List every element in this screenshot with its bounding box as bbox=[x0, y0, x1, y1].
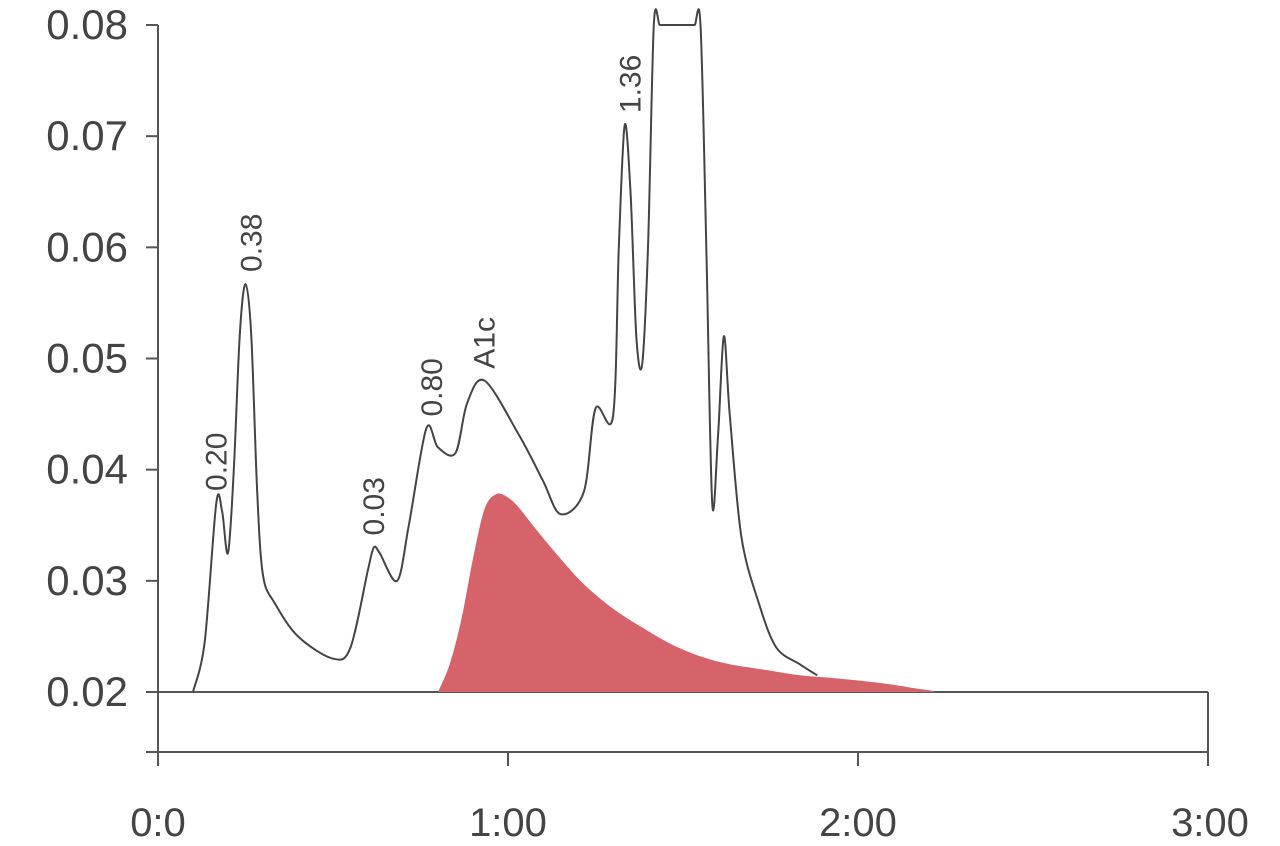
chromatogram-trace bbox=[192, 8, 818, 693]
y-axis: 0.08 0.07 0.06 0.05 0.04 0.03 0.02 bbox=[46, 1, 159, 753]
peak-label: 0.20 bbox=[200, 433, 233, 491]
peak-label: A1c bbox=[469, 317, 502, 369]
y-tick-label: 0.04 bbox=[46, 446, 128, 493]
peak-label: 0.38 bbox=[235, 214, 268, 272]
x-tick-label: 0:0 bbox=[130, 801, 186, 845]
x-tick-label: 2:00 bbox=[819, 801, 897, 845]
x-axis: 0:0 1:00 2:00 3:00 bbox=[130, 691, 1249, 845]
a1c-filled-area bbox=[438, 493, 934, 692]
x-tick-label: 3:00 bbox=[1171, 801, 1249, 845]
y-tick-label: 0.08 bbox=[46, 1, 128, 48]
peak-label: 0.80 bbox=[416, 358, 449, 416]
x-tick-label: 1:00 bbox=[469, 801, 547, 845]
y-tick-label: 0.07 bbox=[46, 112, 128, 159]
y-tick-label: 0.02 bbox=[46, 668, 128, 715]
y-tick-label: 0.05 bbox=[46, 335, 128, 382]
peak-label: 1.36 bbox=[614, 55, 647, 113]
peak-label: 0.03 bbox=[358, 477, 391, 535]
y-tick-label: 0.03 bbox=[46, 557, 128, 604]
peak-labels: 0.20 0.38 0.03 0.80 A1c 1.36 bbox=[200, 55, 647, 536]
y-tick-label: 0.06 bbox=[46, 223, 128, 270]
plot-area bbox=[192, 8, 934, 693]
